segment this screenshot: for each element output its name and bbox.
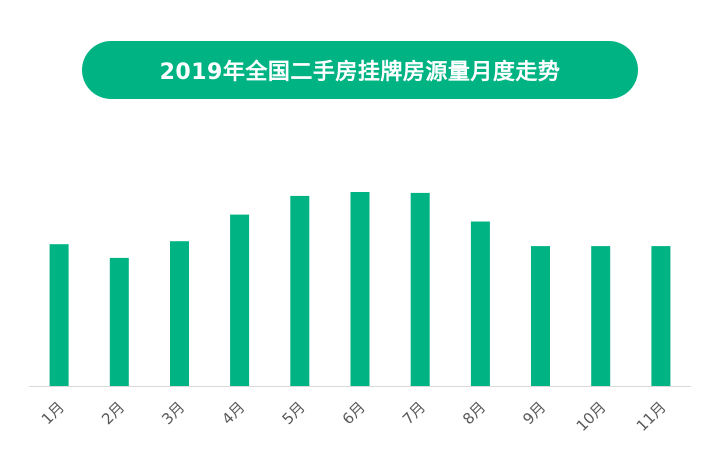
- x-tick-label: 7月: [399, 398, 429, 428]
- x-tick-label: 5月: [279, 398, 309, 428]
- bars-group: [49, 192, 671, 386]
- x-tick-label: 9月: [519, 398, 549, 428]
- x-tick-label: 1月: [38, 398, 68, 428]
- x-tick-label: 8月: [459, 398, 489, 428]
- x-tick-label: 10月: [573, 398, 610, 435]
- bar-4: [230, 214, 250, 386]
- bar-5: [290, 195, 310, 386]
- bar-2: [109, 257, 129, 386]
- bar-1: [49, 244, 69, 386]
- bar-9: [531, 246, 550, 386]
- x-tick-label: 2月: [98, 398, 128, 428]
- bar-6: [350, 192, 370, 386]
- bar-3: [170, 241, 189, 386]
- bar-11: [651, 246, 671, 386]
- bar-7: [410, 192, 430, 386]
- bar-8: [470, 221, 490, 386]
- x-tick-label: 6月: [339, 398, 369, 428]
- x-tick-labels: 1月 2月 3月 4月 5月 6月 7月 8月 9月 10月 11月: [38, 398, 670, 435]
- x-tick-label: 11月: [633, 398, 670, 435]
- x-tick-label: 4月: [218, 398, 248, 428]
- chart-title: 2019年全国二手房挂牌房源量月度走势: [82, 41, 638, 99]
- bar-10: [591, 246, 611, 386]
- x-tick-label: 3月: [158, 398, 188, 428]
